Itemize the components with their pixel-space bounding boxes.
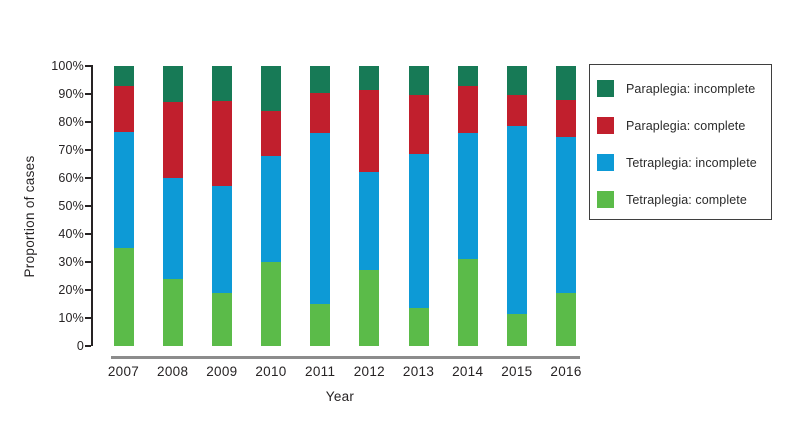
bar-segment	[261, 110, 281, 156]
bar-segment	[310, 133, 331, 304]
bar-2008	[162, 66, 183, 346]
y-tick-mark	[85, 289, 91, 291]
bar-segment	[408, 95, 429, 155]
y-tick-label: 40%	[58, 226, 84, 241]
bar-segment	[556, 66, 577, 100]
y-tick-mark	[85, 205, 91, 207]
y-tick-label: 100%	[51, 58, 84, 73]
bar-segment	[556, 137, 577, 293]
legend-label: Tetraplegia: complete	[626, 192, 747, 207]
bar-segment	[457, 259, 478, 346]
legend-swatch-icon	[597, 191, 614, 208]
x-tick-label: 2011	[305, 364, 336, 379]
bar-segment	[408, 66, 429, 96]
y-tick-label: 60%	[58, 170, 84, 185]
legend-label: Paraplegia: incomplete	[626, 81, 756, 96]
bar-segment	[506, 66, 527, 96]
bar-segment	[113, 131, 134, 248]
x-tick-label: 2012	[353, 364, 385, 379]
bar-2012	[359, 66, 380, 346]
bar-2009	[211, 66, 232, 346]
legend: Paraplegia: incomplete Paraplegia: comple…	[589, 64, 772, 220]
bar-segment	[457, 66, 478, 86]
bar-segment	[310, 92, 331, 134]
x-tick-label: 2014	[452, 364, 484, 379]
bar-segment	[211, 101, 232, 187]
bar-segment	[359, 172, 380, 271]
x-tick-label: 2009	[206, 364, 238, 379]
y-tick-label: 10%	[58, 310, 84, 325]
bar-segment	[211, 186, 232, 293]
x-tick-label: 2013	[402, 364, 435, 379]
legend-label: Tetraplegia: incomplete	[626, 155, 757, 170]
y-tick-mark	[85, 261, 91, 263]
bar-segment	[162, 102, 183, 179]
y-tick-mark	[85, 177, 91, 179]
y-tick-label: 30%	[58, 254, 84, 269]
legend-item: Tetraplegia: incomplete	[590, 154, 771, 171]
bar-2010	[261, 66, 281, 346]
bar-segment	[457, 133, 478, 260]
y-tick-mark	[85, 93, 91, 95]
legend-swatch-icon	[597, 80, 614, 97]
bar-segment	[310, 304, 331, 346]
y-axis-line	[91, 65, 93, 346]
bar-segment	[261, 66, 281, 111]
x-axis-title: Year	[325, 389, 355, 404]
bar-segment	[506, 95, 527, 127]
bar-2014	[457, 66, 478, 346]
y-tick-label: 20%	[58, 282, 84, 297]
bar-segment	[506, 313, 527, 346]
x-tick-label: 2016	[550, 364, 582, 379]
bar-segment	[556, 292, 577, 346]
y-tick-label: 90%	[58, 86, 84, 101]
y-tick-label: 0	[76, 338, 84, 353]
bar-2011	[310, 66, 331, 346]
y-tick-mark	[85, 149, 91, 151]
bar-2016	[556, 66, 577, 346]
bar-2013	[408, 66, 429, 346]
bar-segment	[211, 292, 232, 346]
bar-segment	[113, 248, 134, 346]
legend-swatch-icon	[597, 117, 614, 134]
bar-segment	[359, 66, 380, 90]
x-tick-label: 2010	[255, 364, 287, 379]
y-tick-label: 80%	[58, 114, 84, 129]
bar-2007	[113, 66, 134, 346]
x-tick-label: 2007	[107, 364, 140, 379]
y-tick-label: 70%	[58, 142, 84, 157]
y-tick-mark	[85, 65, 91, 67]
bar-segment	[506, 126, 527, 314]
bar-segment	[261, 155, 281, 262]
y-tick-mark	[85, 317, 91, 319]
bar-segment	[457, 85, 478, 134]
legend-swatch-icon	[597, 154, 614, 171]
bar-segment	[359, 270, 380, 346]
bar-segment	[556, 99, 577, 138]
y-tick-mark	[85, 121, 91, 123]
bar-segment	[408, 308, 429, 346]
bar-2015	[506, 66, 527, 346]
legend-item: Paraplegia: complete	[590, 117, 771, 134]
x-tick-label: 2015	[501, 364, 533, 379]
bar-segment	[113, 85, 134, 132]
bar-segment	[408, 154, 429, 309]
legend-item: Paraplegia: incomplete	[590, 80, 771, 97]
y-tick-label: 50%	[58, 198, 84, 213]
bar-segment	[310, 66, 331, 93]
bar-segment	[359, 89, 380, 173]
bar-segment	[261, 262, 281, 346]
bar-segment	[162, 178, 183, 279]
legend-item: Tetraplegia: complete	[590, 191, 771, 208]
bar-segment	[211, 66, 232, 102]
y-tick-mark	[85, 233, 91, 235]
bar-segment	[162, 278, 183, 346]
bar-segment	[162, 66, 183, 103]
legend-label: Paraplegia: complete	[626, 118, 746, 133]
y-tick-mark	[85, 345, 91, 347]
bar-segment	[113, 66, 134, 86]
x-tick-label: 2008	[157, 364, 189, 379]
x-axis-line	[111, 356, 580, 359]
